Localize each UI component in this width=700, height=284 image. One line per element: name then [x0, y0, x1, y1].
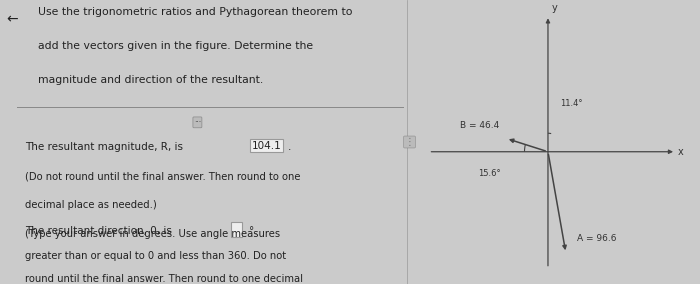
Text: decimal place as needed.): decimal place as needed.) — [25, 200, 157, 210]
Text: ⋮: ⋮ — [405, 137, 414, 147]
Text: greater than or equal to 0 and less than 360. Do not: greater than or equal to 0 and less than… — [25, 251, 286, 261]
Text: Use the trigonometric ratios and Pythagorean theorem to: Use the trigonometric ratios and Pythago… — [38, 7, 352, 17]
Text: (Type your answer in degrees. Use angle measures: (Type your answer in degrees. Use angle … — [25, 229, 280, 239]
Text: A = 96.6: A = 96.6 — [577, 234, 617, 243]
Text: y: y — [552, 3, 557, 13]
Text: add the vectors given in the figure. Determine the: add the vectors given in the figure. Det… — [38, 41, 313, 51]
Text: magnitude and direction of the resultant.: magnitude and direction of the resultant… — [38, 75, 263, 85]
Text: x: x — [678, 147, 683, 157]
Text: The resultant direction, 0, is: The resultant direction, 0, is — [25, 226, 175, 236]
Text: B = 46.4: B = 46.4 — [460, 121, 499, 130]
Text: (Do not round until the final answer. Then round to one: (Do not round until the final answer. Th… — [25, 172, 301, 182]
Text: ···: ··· — [194, 118, 201, 127]
Text: °.: °. — [249, 226, 258, 236]
Text: The resultant magnitude, R, is: The resultant magnitude, R, is — [25, 142, 186, 152]
Text: 11.4°: 11.4° — [560, 99, 582, 108]
Text: .: . — [288, 142, 291, 152]
Text: 15.6°: 15.6° — [478, 169, 500, 178]
Text: 104.1: 104.1 — [252, 141, 281, 151]
Text: ←: ← — [6, 13, 18, 27]
Text: round until the final answer. Then round to one decimal: round until the final answer. Then round… — [25, 274, 303, 284]
